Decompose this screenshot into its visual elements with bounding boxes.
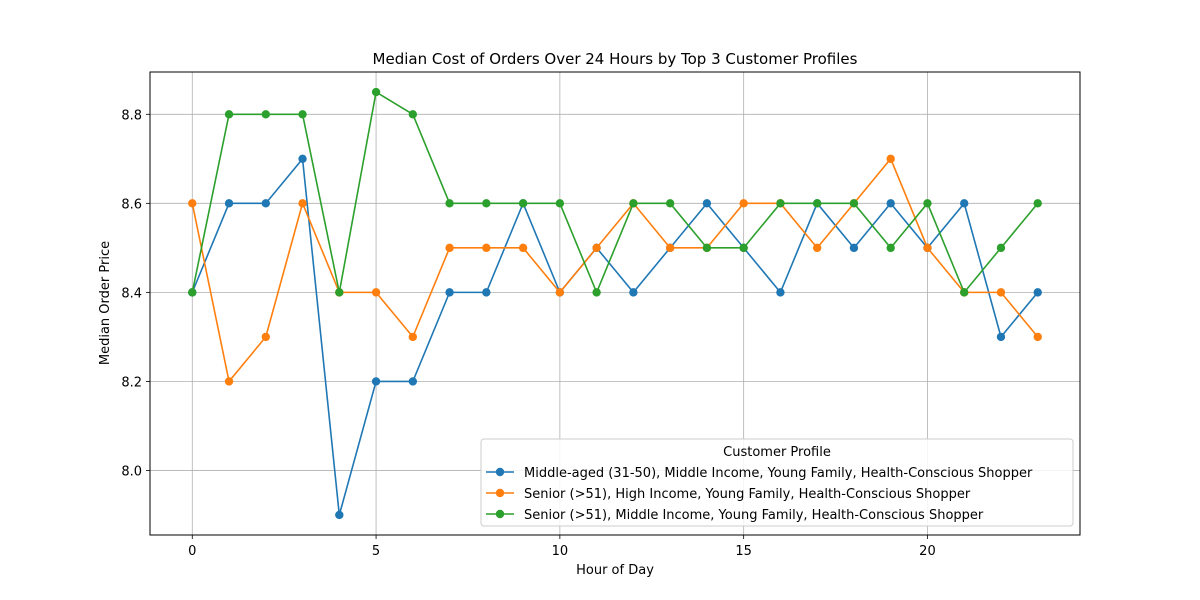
data-point [371, 87, 381, 97]
data-point [776, 199, 785, 208]
y-tick-label: 8.0 [121, 464, 142, 479]
data-point [224, 110, 234, 119]
data-point [996, 243, 1006, 253]
axis-ticks: 0 5 10 15 20 8.0 8.2 8.4 8.6 8.8 [121, 108, 935, 559]
data-point [224, 199, 234, 208]
data-point [996, 332, 1006, 342]
y-tick-label: 8.8 [121, 108, 142, 123]
data-point [960, 288, 969, 297]
data-point [886, 199, 895, 208]
legend-marker [495, 509, 505, 519]
data-point [996, 288, 1006, 297]
data-point [702, 243, 712, 253]
chart-title: Median Cost of Orders Over 24 Hours by T… [373, 50, 858, 68]
series-line [191, 90, 1039, 295]
x-tick-label: 20 [919, 544, 936, 559]
data-point [960, 199, 969, 208]
legend-title: Customer Profile [723, 445, 831, 460]
data-point [702, 199, 712, 208]
data-point [592, 243, 601, 253]
y-tick-label: 8.4 [121, 286, 142, 301]
data-point [408, 332, 418, 342]
data-point [408, 110, 418, 119]
data-point [298, 154, 307, 164]
data-point [923, 199, 932, 208]
data-point [739, 243, 748, 253]
data-point [923, 243, 932, 253]
series-lines [188, 87, 1042, 520]
data-point [335, 510, 344, 520]
data-point [261, 332, 270, 342]
data-point [812, 243, 822, 253]
data-point [555, 288, 565, 297]
x-axis-label: Hour of Day [576, 563, 654, 578]
legend-marker [495, 488, 505, 498]
data-point [188, 288, 197, 297]
data-point [886, 154, 895, 164]
series-line [191, 156, 1039, 516]
series-3 [188, 87, 1042, 297]
legend: Customer Profile Middle-aged (31-50), Mi… [480, 438, 1074, 527]
data-point [739, 199, 748, 208]
y-tick-label: 8.2 [121, 375, 142, 390]
data-point [665, 243, 675, 253]
data-point [298, 199, 307, 208]
y-axis-label: Median Order Price [98, 241, 113, 365]
data-point [371, 377, 381, 386]
data-point [445, 288, 454, 297]
data-point [1033, 199, 1042, 208]
data-point [445, 243, 454, 253]
data-point [629, 199, 638, 208]
data-point [224, 377, 234, 386]
data-point [518, 243, 528, 253]
legend-entry: Senior (>51), Middle Income, Young Famil… [524, 508, 984, 523]
data-point [812, 199, 822, 208]
data-point [298, 110, 307, 119]
x-tick-label: 0 [188, 544, 196, 559]
legend-box [480, 438, 1074, 527]
data-point [188, 199, 197, 208]
x-tick-label: 5 [372, 544, 380, 559]
data-point [482, 243, 491, 253]
data-point [629, 288, 638, 297]
legend-entry: Middle-aged (31-50), Middle Income, Youn… [524, 466, 1033, 481]
series-line [191, 157, 1039, 384]
data-point [592, 288, 601, 297]
legend-entry: Senior (>51), High Income, Young Family,… [524, 487, 971, 502]
data-point [445, 199, 454, 208]
legend-marker [495, 467, 505, 477]
data-point [371, 288, 381, 297]
data-point [408, 377, 418, 386]
data-point [482, 199, 491, 208]
data-point [518, 199, 528, 208]
data-point [886, 243, 895, 253]
data-point [1033, 288, 1042, 297]
data-point [261, 199, 270, 208]
data-point [482, 288, 491, 297]
x-tick-label: 15 [735, 544, 752, 559]
data-point [849, 199, 859, 208]
x-tick-label: 10 [552, 544, 569, 559]
data-point [335, 288, 344, 297]
data-point [665, 199, 675, 208]
plot-area-frame [149, 71, 1081, 536]
data-point [776, 288, 785, 297]
data-point [261, 110, 270, 119]
data-point [849, 243, 859, 253]
y-tick-label: 8.6 [121, 197, 142, 212]
data-point [555, 199, 565, 208]
data-point [1033, 332, 1042, 342]
